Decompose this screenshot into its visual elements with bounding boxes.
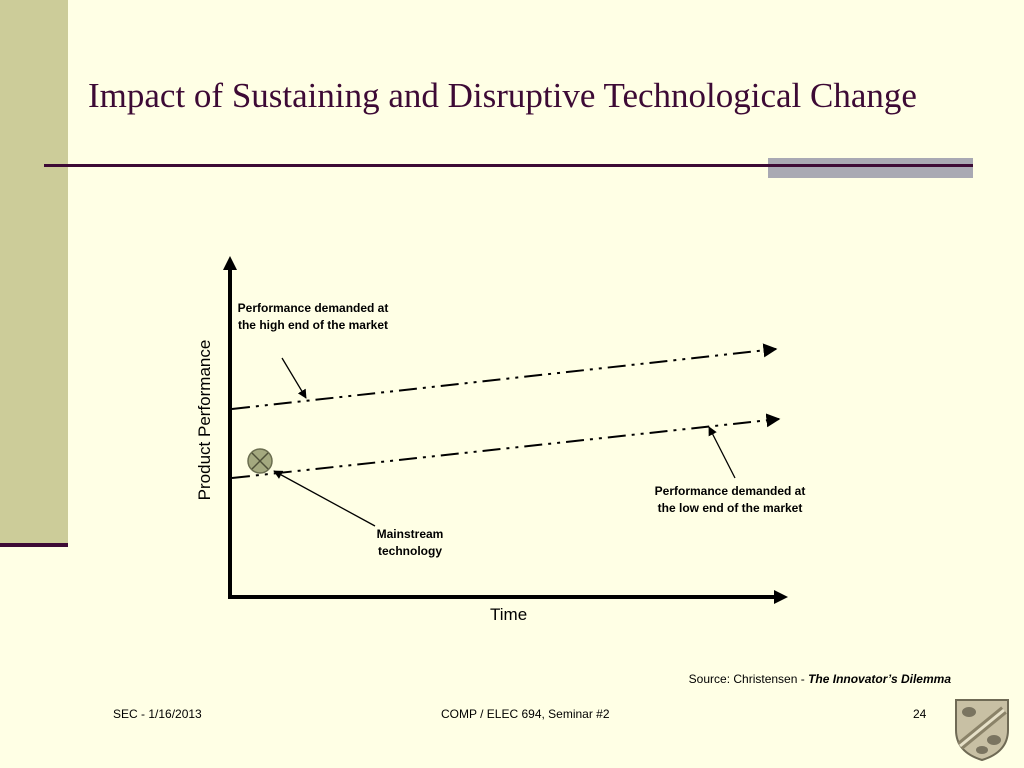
- mainstream-callout-arrow: [273, 470, 376, 527]
- high-end-trajectory: [231, 343, 778, 410]
- high-end-label: Performance demanded at the high end of …: [237, 301, 389, 332]
- footer-course: COMP / ELEC 694, Seminar #2: [441, 707, 610, 721]
- title-rule-accent: [768, 158, 973, 178]
- footer-date: SEC - 1/16/2013: [113, 707, 202, 721]
- x-axis-title: Time: [490, 605, 528, 624]
- x-axis-arrowhead: [774, 590, 788, 604]
- y-axis-arrowhead: [223, 256, 237, 270]
- footer-page-number: 24: [913, 707, 927, 721]
- title-rule-accent-line: [768, 164, 973, 167]
- low-end-trajectory: [231, 413, 781, 479]
- high-end-callout-arrow: [281, 357, 307, 399]
- y-axis-title: Product Performance: [195, 339, 214, 501]
- slide-title: Impact of Sustaining and Disruptive Tech…: [88, 76, 917, 115]
- source-prefix: Source: Christensen -: [688, 672, 809, 686]
- source-citation: Source: Christensen - The Innovator’s Di…: [689, 672, 951, 686]
- sidebar-decoration: [0, 0, 68, 546]
- mainstream-label: Mainstream technology: [376, 527, 444, 558]
- sidebar-underline: [0, 543, 68, 547]
- low-end-callout-arrow: [708, 426, 736, 479]
- title-rule: [44, 164, 973, 167]
- source-book-title: The Innovator’s Dilemma: [808, 672, 951, 686]
- university-shield-icon: [955, 699, 1009, 762]
- mainstream-technology-marker: [247, 448, 273, 474]
- low-end-label: Performance demanded at the low end of t…: [654, 484, 806, 515]
